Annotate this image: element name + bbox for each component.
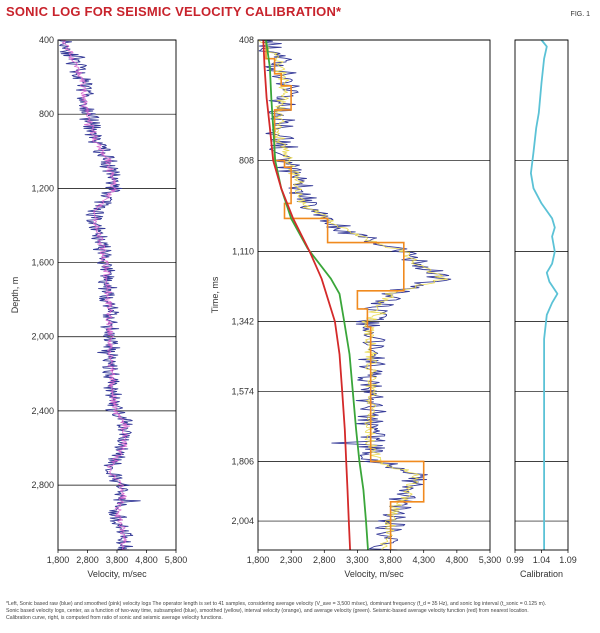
series-line-smoothed-velocity-yellow <box>258 39 449 551</box>
y-tick-label: 1,574 <box>231 386 254 396</box>
y-axis-label: Time, ms <box>210 276 220 313</box>
plot-frame <box>257 39 491 551</box>
depth-panel <box>57 39 177 553</box>
series-line-calibration-curve-cyan <box>530 39 559 550</box>
x-tick-label: 2,300 <box>280 555 303 565</box>
x-tick-label: 1,800 <box>247 555 270 565</box>
calibration-panel <box>514 39 569 553</box>
y-tick-label: 800 <box>39 109 54 119</box>
y-tick-label: 1,110 <box>232 247 254 257</box>
x-tick-label: 4,300 <box>412 555 435 565</box>
series-line-raw-velocity-log-blue <box>58 39 141 551</box>
plot-frame <box>514 39 569 551</box>
caption-line-2: Sonic based velocity logs, center, as a … <box>6 608 529 614</box>
y-tick-label: 1,600 <box>31 258 54 268</box>
caption-line-3: Calibration curve, right, is computed fr… <box>6 615 223 621</box>
series-line-interval-velocity <box>265 40 425 550</box>
y-tick-label: 400 <box>39 35 54 45</box>
x-tick-label: 1,800 <box>47 555 70 565</box>
x-tick-label: 4,800 <box>446 555 469 565</box>
y-tick-label: 2,400 <box>31 406 54 416</box>
y-tick-label: 808 <box>239 156 254 166</box>
caption-line-1: *Left, Sonic based raw (blue) and smooth… <box>6 601 547 607</box>
x-tick-label: 1.09 <box>559 555 577 565</box>
y-tick-label: 2,004 <box>231 516 254 526</box>
x-tick-label: 3,300 <box>346 555 369 565</box>
x-tick-label: 0.99 <box>506 555 524 565</box>
chart-canvas: 400 800 1,200 1,600 2,000 2,400 2,800 1,800 2,80… <box>10 35 577 579</box>
series-line-seismic-average-velocity-red <box>262 39 351 551</box>
series-line-smoothed-velocity-log-pink <box>60 39 131 551</box>
figure-label: FIG. 1 <box>570 11 590 18</box>
x-axis-label: Calibration <box>520 569 563 579</box>
x-axis-label: Velocity, m/sec <box>344 569 404 579</box>
y-tick-label: 1,342 <box>231 317 254 327</box>
y-tick-label: 2,000 <box>31 332 54 342</box>
x-tick-label: 5,300 <box>479 555 502 565</box>
x-tick-label: 4,800 <box>135 555 158 565</box>
y-axis-label: Depth, m <box>10 277 20 314</box>
x-tick-label: 1.04 <box>533 555 551 565</box>
y-tick-label: 2,800 <box>31 480 54 490</box>
time-panel <box>257 39 491 553</box>
x-tick-label: 5,800 <box>165 555 188 565</box>
x-tick-label: 3,800 <box>379 555 402 565</box>
plot-frame <box>57 39 177 551</box>
figure-caption: *Left, Sonic based raw (blue) and smooth… <box>6 601 594 622</box>
series-line-sonic-average-velocity-green <box>265 39 369 551</box>
series-line-subsampled-velocity-blue <box>258 39 452 551</box>
y-tick-label: 408 <box>239 35 254 45</box>
y-tick-label: 1,200 <box>31 183 54 193</box>
x-tick-label: 2,800 <box>76 555 99 565</box>
x-tick-label: 2,800 <box>313 555 336 565</box>
chart-title: SONIC LOG FOR SEISMIC VELOCITY CALIBRATI… <box>6 4 342 19</box>
x-axis-label: Velocity, m/sec <box>87 569 147 579</box>
y-tick-label: 1,806 <box>231 456 254 466</box>
x-tick-label: 3,800 <box>106 555 129 565</box>
